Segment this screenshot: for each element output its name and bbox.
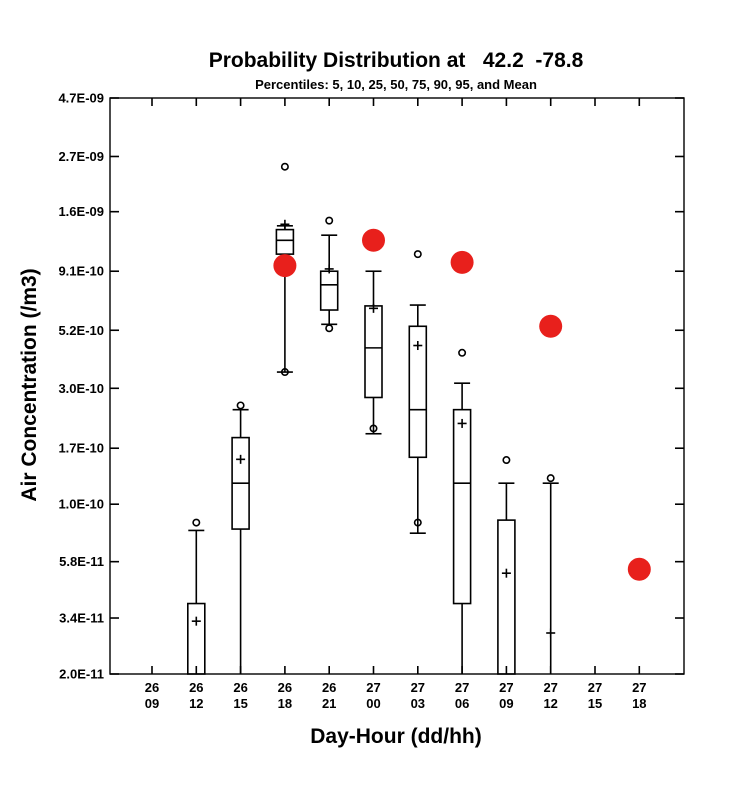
mean-marker <box>546 628 556 638</box>
box-iqr <box>497 519 516 675</box>
x-tick-label-day: 26 <box>233 680 247 695</box>
y-tick-label: 4.7E-09 <box>58 91 104 106</box>
x-tick-label-day: 27 <box>543 680 557 695</box>
p95-marker <box>458 348 467 357</box>
y-tick-label: 5.8E-11 <box>59 554 104 569</box>
box-iqr <box>364 305 383 399</box>
p5-marker <box>280 368 289 377</box>
p95-marker <box>546 474 555 483</box>
x-tick-label-day: 26 <box>322 680 336 695</box>
mean-marker <box>324 264 334 274</box>
x-tick-label-hour: 12 <box>189 696 203 711</box>
x-tick-label-hour: 09 <box>499 696 513 711</box>
highlight-point <box>539 314 563 338</box>
x-tick-label-hour: 09 <box>145 696 159 711</box>
x-tick-label-day: 26 <box>278 680 292 695</box>
x-tick-label-day: 27 <box>366 680 380 695</box>
x-tick-label-hour: 15 <box>588 696 602 711</box>
y-tick-label: 9.1E-10 <box>58 264 104 279</box>
y-tick-label: 1.0E-10 <box>58 497 104 512</box>
x-tick-label-hour: 06 <box>455 696 469 711</box>
box-iqr <box>319 270 339 311</box>
box-plot <box>542 474 559 674</box>
x-tick-label-hour: 18 <box>278 696 292 711</box>
box-plot <box>319 216 339 333</box>
box-plot <box>408 250 428 534</box>
mean-marker <box>457 418 467 428</box>
x-axis-title: Day-Hour (dd/hh) <box>310 725 481 748</box>
mean-marker <box>236 454 246 464</box>
x-tick-label-hour: 18 <box>632 696 646 711</box>
x-tick-label-day: 27 <box>411 680 425 695</box>
mean-marker <box>369 303 378 313</box>
y-axis: 2.0E-11 3.4E-11 5.8E-11 1.0E-10 1.7E-10 3.0E-… <box>58 91 684 682</box>
box-plot <box>497 456 516 675</box>
chart-title: Probability Distribution at 42.2 -78.8 <box>209 49 584 72</box>
y-tick-label: 1.7E-10 <box>58 441 104 456</box>
mean-marker <box>501 568 511 578</box>
x-tick-label-day: 26 <box>189 680 203 695</box>
x-tick-label-hour: 15 <box>233 696 247 711</box>
y-tick-label: 3.4E-11 <box>59 611 104 626</box>
p5-marker <box>369 424 378 433</box>
y-tick-label: 3.0E-10 <box>58 381 104 396</box>
x-tick-label-day: 27 <box>455 680 469 695</box>
box-iqr <box>187 602 206 675</box>
p5-marker <box>413 518 422 527</box>
box-iqr <box>275 228 295 255</box>
p95-marker <box>325 216 334 225</box>
highlight-point <box>627 557 651 581</box>
mean-marker <box>413 341 423 351</box>
x-tick-label-hour: 00 <box>366 696 380 711</box>
highlight-point <box>273 254 297 278</box>
y-tick-label: 5.2E-10 <box>58 323 104 338</box>
plot-area <box>109 97 685 675</box>
p5-marker <box>325 324 334 333</box>
box-plot <box>452 348 472 674</box>
mean-marker <box>280 219 290 229</box>
y-tick-label: 2.0E-11 <box>59 667 104 682</box>
p95-marker <box>280 162 289 171</box>
p95-marker <box>502 456 511 465</box>
box-iqr <box>452 408 472 605</box>
box-plot <box>364 270 383 435</box>
x-tick-label-hour: 03 <box>411 696 425 711</box>
highlight-series <box>273 228 651 581</box>
p95-marker <box>413 250 422 259</box>
x-tick-label-day: 26 <box>145 680 159 695</box>
box-plot <box>231 401 250 674</box>
box-plot <box>187 518 206 675</box>
p95-marker <box>192 518 201 527</box>
mean-marker <box>191 616 201 626</box>
y-tick-label: 1.6E-09 <box>58 204 104 219</box>
highlight-point <box>450 250 474 274</box>
x-tick-label-hour: 12 <box>543 696 557 711</box>
box-series <box>187 162 559 675</box>
x-tick-label-hour: 21 <box>322 696 336 711</box>
y-tick-label: 2.7E-09 <box>58 149 104 164</box>
x-tick-label-day: 27 <box>588 680 602 695</box>
x-tick-label-day: 27 <box>499 680 513 695</box>
p95-marker <box>236 401 245 410</box>
y-axis-title: Air Concentration (/m3) <box>18 268 41 501</box>
x-tick-label-day: 27 <box>632 680 646 695</box>
x-axis: 2609261226152618262127002703270627092712… <box>145 98 647 711</box>
highlight-point <box>362 228 385 252</box>
chart-subtitle: Percentiles: 5, 10, 25, 50, 75, 90, 95, … <box>255 77 537 92</box>
